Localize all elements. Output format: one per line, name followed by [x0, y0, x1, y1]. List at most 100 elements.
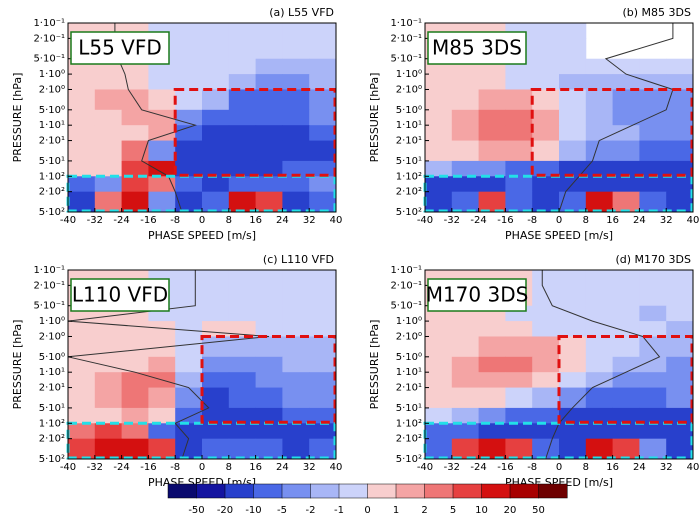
y-tick-label: 5·10² [39, 207, 65, 218]
contour-cell [175, 160, 203, 177]
contour-cell [309, 336, 337, 358]
contour-cell [309, 372, 337, 389]
y-tick-label: 5·10⁻¹ [390, 301, 422, 312]
contour-cell [559, 423, 587, 440]
colorbar-swatch [167, 483, 198, 499]
contour-cell [94, 160, 123, 177]
contour-cell [451, 372, 480, 389]
contour-cell [585, 125, 614, 142]
x-tick-label: -24 [470, 215, 486, 226]
contour-cell [639, 387, 667, 409]
y-tick-label: 1·10⁰ [39, 69, 65, 80]
y-tick-label: 2·10⁻¹ [390, 33, 422, 44]
contour-cell [585, 176, 614, 193]
contour-cell [175, 321, 203, 337]
contour-cell [175, 176, 203, 193]
colorbar-swatch [367, 483, 397, 499]
colorbar-label: 20 [504, 505, 517, 516]
contour-cell [148, 407, 176, 424]
contour-cell [425, 109, 453, 126]
contour-cell [121, 74, 149, 90]
contour-cell [639, 109, 667, 126]
contour-cell [68, 321, 96, 337]
contour-cell [559, 270, 587, 286]
contour-cell [585, 372, 614, 389]
contour-cell [425, 423, 453, 440]
x-tick-label: 32 [303, 462, 316, 473]
contour-cell [505, 140, 533, 162]
contour-cell [309, 305, 337, 322]
contour-cell [228, 270, 257, 286]
contour-cell [121, 356, 149, 373]
contour-cell [666, 321, 694, 337]
contour-cell [309, 321, 337, 337]
contour-cell [255, 125, 283, 142]
contour-cell [94, 74, 123, 90]
panel-label: L55 VFD [78, 36, 162, 60]
contour-cell [175, 336, 203, 358]
x-tick-label: -40 [417, 215, 433, 226]
contour-cell [639, 58, 667, 75]
panel: -40 -32 -24 -16 -8 0 8 16 24 32 40 1·10⁻¹ 2·10⁻¹ 5·10… [368, 6, 699, 242]
contour-cell [309, 191, 337, 213]
contour-cell [559, 191, 587, 213]
contour-cell [612, 356, 640, 373]
panel: -40 -32 -24 -16 -8 0 8 16 24 32 40 1·10⁻¹ 2·10⁻¹ 5·10… [368, 253, 699, 489]
contour-cell [228, 38, 257, 60]
contour-cell [666, 407, 694, 424]
red-box [530, 87, 694, 177]
contour-cell [282, 336, 310, 358]
x-tick-label: 16 [606, 462, 619, 473]
red-box [557, 334, 694, 424]
contour-cell [639, 372, 667, 389]
contour-cell [639, 285, 667, 307]
colorbar-label: 5 [450, 505, 456, 516]
contour-cell [425, 89, 453, 111]
contour-cell [425, 74, 453, 90]
x-tick-label: 8 [583, 215, 589, 226]
contour-cell [612, 438, 640, 460]
contour-cell [94, 356, 123, 373]
contour-cell [175, 23, 203, 39]
contour-cell [282, 356, 310, 373]
contour-cell [228, 140, 257, 162]
contour-cell [585, 140, 614, 162]
panel-label: M85 3DS [432, 36, 522, 60]
contour-cell [255, 372, 283, 389]
y-tick-label: 5·10¹ [396, 403, 422, 414]
contour-cell [505, 372, 533, 389]
contour-cell [68, 423, 96, 440]
contour-cell [451, 160, 480, 177]
contour-cell [175, 270, 203, 286]
contour-cell [148, 89, 176, 111]
contour-cell [255, 191, 283, 213]
contour-cell [68, 191, 96, 213]
colorbar-swatch [196, 483, 226, 499]
contour-cell [451, 109, 480, 126]
y-tick-label: 5·10⁰ [39, 105, 65, 116]
contour-cell [68, 387, 96, 409]
x-tick-label: 24 [633, 215, 646, 226]
contour-cell [505, 321, 533, 337]
colorbar-label: -2 [306, 505, 316, 516]
contour-cell [666, 109, 694, 126]
contour-cell [309, 356, 337, 373]
y-tick-label: 2·10⁰ [396, 84, 422, 95]
contour-cell [639, 176, 667, 193]
contour-cell [309, 387, 337, 409]
colorbar-label: 50 [532, 505, 545, 516]
contour-cell [282, 270, 310, 286]
contour-cell [478, 125, 506, 142]
colorbar-label: 0 [364, 505, 370, 516]
y-tick-label: 1·10² [396, 171, 422, 182]
contour-cell [532, 387, 560, 409]
y-tick-label: 2·10⁻¹ [33, 33, 65, 44]
colorbar-swatch [281, 483, 312, 499]
contour-cell [255, 438, 283, 460]
contour-cell [559, 356, 587, 373]
contour-cell [639, 125, 667, 142]
y-tick-label: 1·10¹ [396, 120, 422, 131]
contour-cell [425, 176, 453, 193]
contour-cell [666, 74, 694, 90]
contour-cell [425, 191, 453, 213]
